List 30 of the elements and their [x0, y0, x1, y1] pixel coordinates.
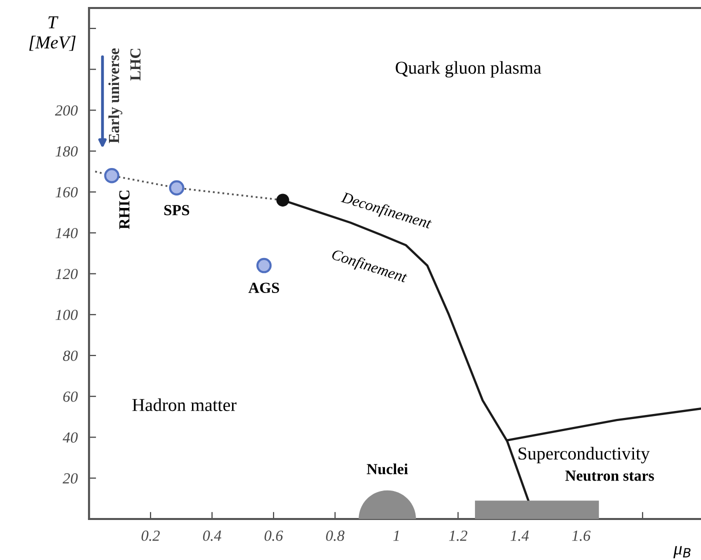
y-axis-title: T [MeV] [29, 16, 76, 51]
y-tick-label: 160 [56, 187, 78, 198]
series-label: AGS [248, 282, 280, 293]
x-tick-label: 1.2 [449, 530, 468, 541]
y-tick-label: 140 [56, 228, 78, 238]
y-tick-label: 40 [62, 432, 78, 443]
y-tick-label: 180 [56, 146, 78, 157]
x-tick-label: 0.6 [264, 530, 284, 541]
annotation: Quark gluon plasma [396, 61, 542, 78]
annotation: Hadron matter [132, 398, 236, 412]
series-label: Neutron stars [565, 470, 654, 481]
y-tick-label: 20 [62, 473, 78, 484]
x-axis-title: μ$_{B}$ [673, 546, 691, 558]
y-tick-label: 80 [62, 350, 78, 361]
y-tick-label: 120 [56, 268, 78, 280]
y-tick-label: 200 [55, 105, 78, 116]
y-tick-label: 100 [56, 310, 78, 320]
x-tick-label: 0.2 [142, 530, 160, 541]
x-tick-label: 1.4 [510, 530, 529, 541]
annotation: Early universe [108, 48, 122, 144]
annotation: LHC [130, 48, 141, 81]
x-tick-label: 0.4 [203, 530, 222, 541]
text: RHIC [119, 190, 130, 230]
series-label: SPS [164, 205, 190, 216]
series-label: Nuclei [366, 463, 408, 474]
y-tick-label: 60 [63, 392, 78, 402]
x-tick-label: 1 [393, 530, 399, 541]
annotation: Superconductivity [518, 446, 650, 464]
x-tick-label: 0.8 [326, 530, 344, 541]
x-tick-label: 1.6 [572, 530, 591, 541]
